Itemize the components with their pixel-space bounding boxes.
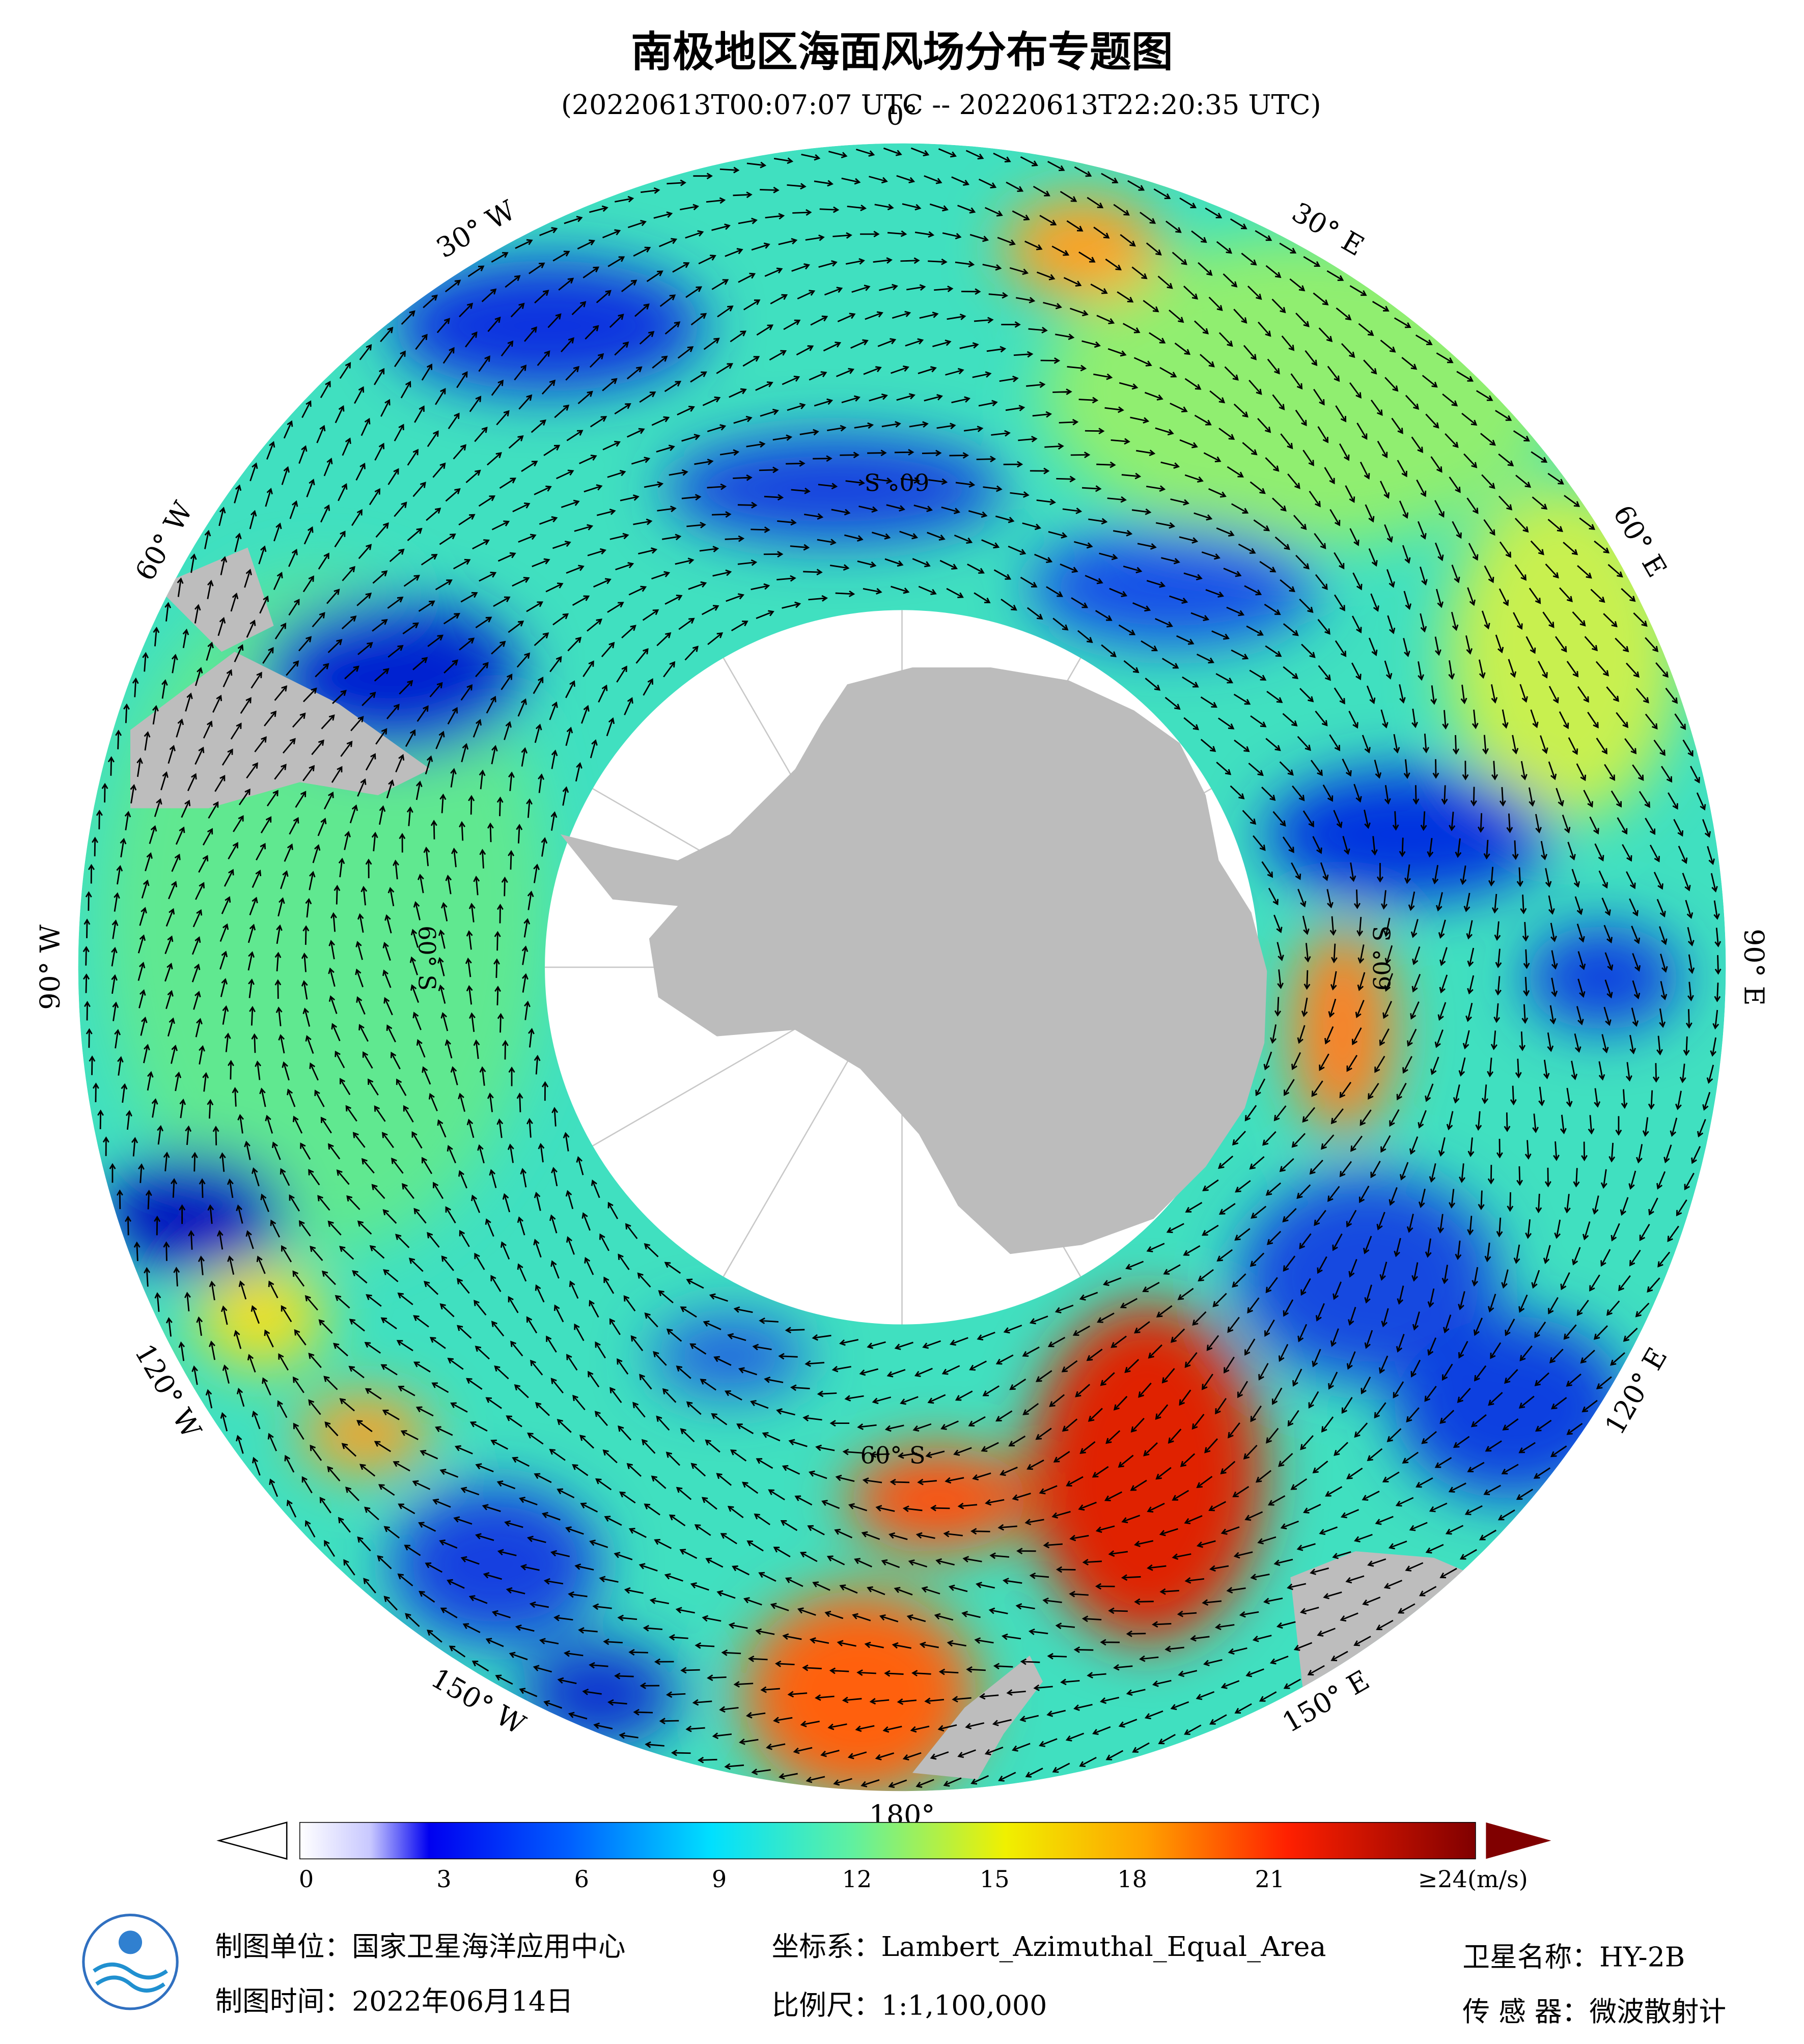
subtitle: (20220613T00:07:07 UTC -- 20220613T22:20… xyxy=(561,89,1321,121)
colorbar-ticks: 0 3 6 9 12 15 18 21 ≥24(m/s) xyxy=(299,1865,1528,1893)
title: 南极地区海面风场分布专题图 xyxy=(631,28,1173,76)
logo xyxy=(82,1913,179,2010)
colorbar-tick-label: 9 xyxy=(712,1865,727,1893)
antarctica xyxy=(560,667,1267,1254)
latitude-label: 60° S xyxy=(413,926,441,991)
colorbar-tick-label: 3 xyxy=(436,1865,451,1893)
map-time: 制图时间：2022年06月14日 xyxy=(215,1985,573,2018)
colorbar-tick-label: 15 xyxy=(980,1865,1010,1893)
colorbar-tick-label: ≥24(m/s) xyxy=(1418,1865,1528,1893)
longitude-label: 0° xyxy=(886,99,918,131)
colorbar-tick-label: 18 xyxy=(1117,1865,1147,1893)
land xyxy=(1290,1551,1480,1695)
colorbar-tick-label: 6 xyxy=(574,1865,589,1893)
colorbar-under xyxy=(216,1822,288,1860)
longitude-label: 90° W xyxy=(34,924,66,1010)
map-producer: 制图单位：国家卫星海洋应用中心 xyxy=(215,1930,625,1963)
colorbar-tick-label: 12 xyxy=(842,1865,872,1893)
colorbar xyxy=(299,1822,1476,1860)
latitude-label: 60° S xyxy=(1369,926,1396,991)
land xyxy=(912,1655,1043,1780)
coordinate-system: 坐标系：Lambert_Azimuthal_Equal_Area xyxy=(772,1930,1326,1963)
land xyxy=(130,547,430,808)
latitude-label: 60° S xyxy=(861,1442,926,1469)
satellite-name: 卫星名称：HY-2B xyxy=(1462,1941,1685,1973)
longitude-label: 90° E xyxy=(1738,929,1770,1006)
sensor: 传 感 器：微波散射计 xyxy=(1462,1996,1726,2028)
colorbar-tick-label: 21 xyxy=(1255,1865,1285,1893)
colorbar-over xyxy=(1486,1822,1551,1859)
map-scale: 比例尺：1:1,100,000 xyxy=(772,1989,1047,2021)
latitude-label: 60° S xyxy=(864,468,929,495)
colorbar-tick-label: 0 xyxy=(299,1865,314,1893)
wind-arrows xyxy=(82,147,1722,1788)
